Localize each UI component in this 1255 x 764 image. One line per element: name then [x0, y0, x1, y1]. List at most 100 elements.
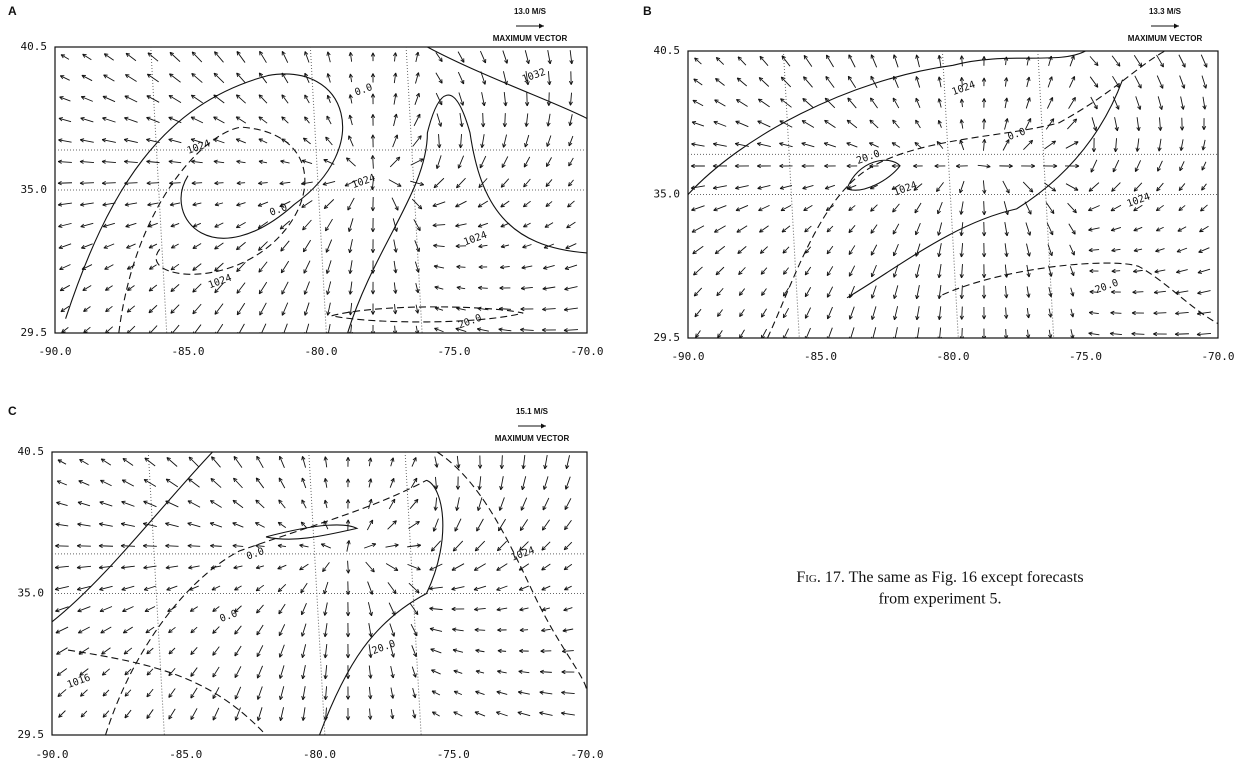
wind-arrow	[1005, 307, 1007, 319]
wind-arrow	[869, 142, 879, 148]
wind-arrow	[452, 628, 464, 632]
wind-arrow	[255, 477, 265, 489]
wind-arrow	[165, 478, 179, 488]
wind-arrow-head	[758, 207, 763, 212]
wind-arrow-head	[982, 139, 987, 144]
wind-arrow-head	[80, 95, 86, 100]
wind-arrow-head	[891, 185, 896, 190]
wind-arrow	[827, 306, 833, 320]
wind-arrow	[1156, 54, 1164, 68]
wind-arrow	[327, 302, 331, 316]
wind-arrow-head	[564, 525, 569, 531]
wind-arrow-head	[542, 506, 547, 511]
wind-arrow	[801, 120, 815, 128]
wind-arrow-head	[937, 119, 942, 125]
wind-arrow-head	[1050, 118, 1055, 123]
wind-arrow-head	[124, 202, 129, 207]
wind-arrow	[1200, 54, 1208, 68]
wind-arrow-head	[126, 329, 131, 333]
wind-arrow	[121, 565, 135, 569]
wind-arrow	[475, 649, 485, 653]
wind-arrow	[825, 76, 835, 88]
wind-arrow-head	[278, 609, 283, 615]
wind-arrow-head	[1088, 310, 1094, 315]
wind-arrow	[105, 285, 113, 291]
wind-arrow	[59, 284, 71, 292]
wind-arrow-head	[278, 631, 283, 637]
wind-arrow	[170, 284, 180, 292]
wind-arrow	[1156, 204, 1164, 212]
wind-arrow-head	[760, 334, 765, 338]
wind-arrow	[848, 245, 856, 255]
wind-arrow	[738, 288, 746, 296]
x-tick-label: -90.0	[671, 350, 704, 363]
wind-arrow-head	[473, 586, 479, 591]
wind-arrow-head	[1153, 290, 1159, 295]
wind-arrow	[1197, 311, 1211, 315]
wind-arrow-head	[255, 543, 260, 549]
wind-arrow	[715, 57, 725, 65]
wind-arrow	[58, 117, 72, 123]
wind-arrow-head	[323, 456, 328, 461]
wind-arrow	[146, 182, 160, 184]
wind-arrow	[1175, 290, 1189, 294]
wind-arrow-head	[1004, 231, 1009, 237]
wind-arrow	[804, 266, 812, 276]
wind-arrow	[547, 50, 551, 64]
wind-arrow-head	[120, 522, 126, 527]
contour-label: 1024	[951, 79, 977, 98]
wind-arrow	[366, 519, 374, 531]
wind-arrow-head	[1202, 84, 1208, 89]
wind-arrow	[348, 218, 354, 232]
wind-arrow-head	[496, 546, 502, 552]
wind-arrow-head	[234, 630, 239, 635]
wind-arrow-head	[936, 140, 941, 146]
contour-label: 1024	[510, 545, 536, 564]
wind-arrow	[349, 73, 353, 83]
panel-label: C	[8, 404, 17, 418]
wind-arrow	[1134, 75, 1142, 89]
wind-arrow-head	[168, 628, 173, 634]
caption-text: The same as Fig. 16 except forecasts	[849, 569, 1084, 586]
wind-arrow-head	[693, 271, 698, 276]
wind-arrow-head	[210, 565, 215, 570]
wind-arrow	[960, 222, 964, 236]
wind-arrow	[78, 480, 90, 486]
wind-arrow	[324, 602, 328, 616]
wind-arrow-head	[121, 500, 126, 505]
wind-arrow-head	[1048, 313, 1053, 318]
wind-arrow-head	[76, 586, 82, 591]
y-tick-label: 29.5	[654, 331, 681, 344]
wind-arrow-head	[419, 181, 425, 186]
wind-arrow-head	[212, 673, 217, 678]
wind-arrow	[1070, 287, 1074, 297]
wind-arrow	[1176, 247, 1188, 253]
wind-arrow	[124, 139, 138, 143]
wind-arrow	[546, 157, 552, 167]
wind-arrow-head	[569, 59, 574, 65]
wind-arrow-head	[712, 163, 717, 169]
wind-arrow	[519, 629, 529, 631]
wind-arrow-head	[455, 506, 460, 511]
wind-arrow	[455, 223, 467, 227]
wind-arrow	[412, 688, 416, 698]
wind-arrow	[872, 327, 877, 338]
wind-arrow-head	[568, 121, 573, 126]
wind-arrow-head	[192, 223, 198, 228]
wind-arrow-head	[165, 500, 170, 505]
wind-arrow-head	[846, 142, 851, 147]
wind-arrow	[1044, 182, 1056, 192]
wind-arrow	[302, 686, 306, 700]
wind-arrow-head	[346, 569, 351, 574]
wind-arrow	[368, 686, 372, 700]
wind-arrow-head	[481, 123, 486, 128]
wind-arrow	[305, 323, 310, 333]
wind-arrow-head	[415, 309, 420, 314]
wind-arrow	[58, 202, 72, 206]
wind-arrow	[983, 139, 985, 151]
wind-arrow	[1004, 118, 1008, 130]
wind-arrow-head	[780, 207, 786, 212]
wind-arrow	[916, 306, 920, 320]
wind-arrow-head	[959, 253, 964, 258]
wind-arrow	[236, 182, 246, 184]
